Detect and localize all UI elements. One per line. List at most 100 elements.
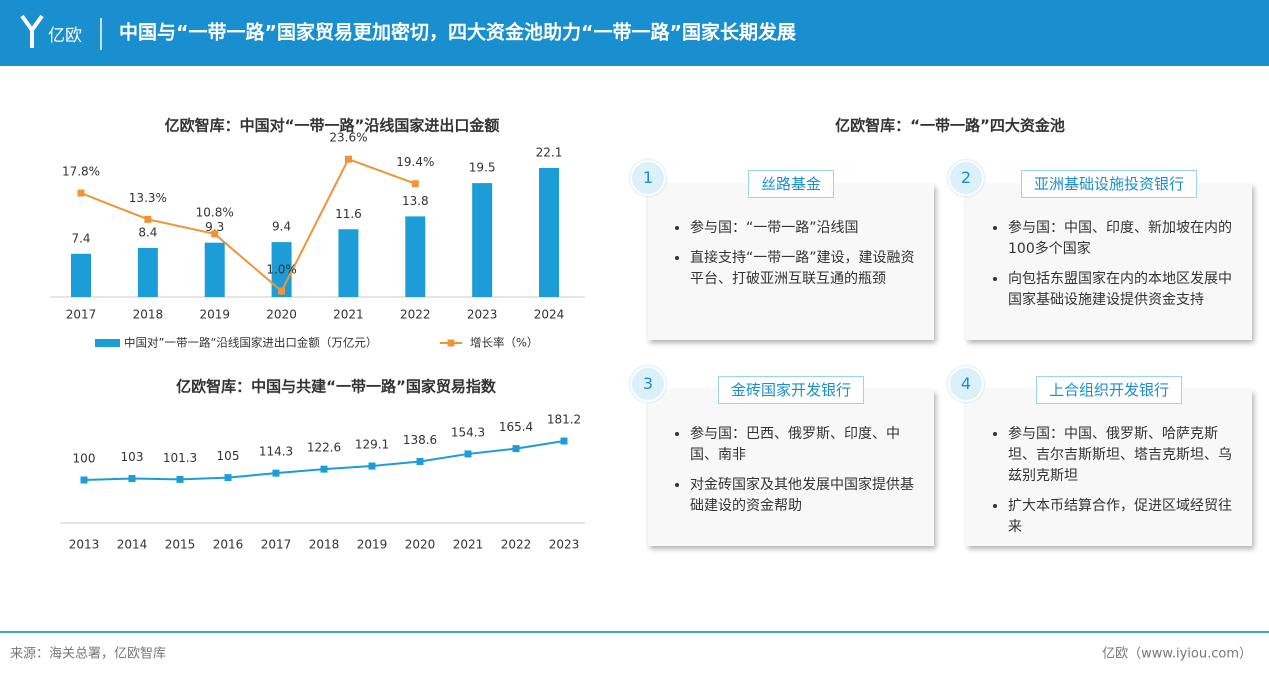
line [80, 157, 416, 293]
card-name: 金砖国家开发银行 [717, 376, 865, 404]
line-marker [344, 155, 352, 163]
card-list: 参与国：“一带一路”沿线国直接支持“一带一路”建设，建设融资平台、打破亚洲互联互… [670, 218, 918, 299]
data-label: 9.3 [205, 220, 224, 234]
card-name: 亚洲基础设施投资银行 [1020, 170, 1198, 198]
x-tick-label: 2021 [453, 538, 484, 552]
line-marker [224, 474, 232, 482]
data-label: 181.2 [547, 413, 581, 427]
bar [472, 183, 493, 297]
x-tick-label: 2022 [501, 538, 532, 552]
line-marker [368, 462, 376, 470]
line-marker [560, 437, 568, 445]
bar [137, 247, 158, 297]
panel-title: 亿欧智库：“一带一路”四大资金池 [835, 117, 1065, 135]
x-tick-label: 2017 [66, 308, 97, 322]
data-label: 105 [217, 449, 240, 463]
data-label: 10.8% [196, 205, 234, 219]
card-list: 参与国：中国、印度、新加坡在内的100多个国家向包括东盟国家在内的本地区发展中国… [988, 218, 1236, 320]
x-tick-label: 2018 [133, 308, 164, 322]
data-label: 13.8 [402, 194, 429, 208]
x-tick-label: 2019 [199, 308, 230, 322]
data-label: 100 [73, 452, 96, 466]
card-item: 参与国：巴西、俄罗斯、印度、中国、南非 [690, 424, 918, 466]
line-marker [211, 230, 219, 238]
data-label: 101.3 [163, 451, 197, 465]
legend-swatch [447, 339, 455, 347]
line-marker [411, 180, 419, 188]
line-marker [80, 476, 88, 484]
data-label: 9.4 [272, 220, 291, 234]
header-bar [0, 0, 1269, 66]
data-label: 154.3 [451, 425, 485, 439]
data-label: 165.4 [499, 420, 533, 434]
x-tick-label: 2019 [357, 538, 388, 552]
logo-text: 亿欧 [48, 26, 82, 46]
x-tick-label: 2013 [69, 538, 100, 552]
x-tick-label: 2014 [117, 538, 148, 552]
x-tick-label: 2015 [165, 538, 196, 552]
x-tick-label: 2022 [400, 308, 431, 322]
legend-label: 中国对”一带一路“沿线国家进出口金额（万亿元） [124, 336, 377, 350]
line-marker [128, 475, 136, 483]
bar [405, 216, 426, 297]
x-tick-label: 2023 [549, 538, 580, 552]
x-tick-label: 2020 [405, 538, 436, 552]
data-label: 8.4 [138, 225, 157, 239]
bar [71, 253, 91, 297]
data-label: 11.6 [335, 207, 362, 221]
card-item: 直接支持“一带一路”建设，建设融资平台、打破亚洲互联互通的瓶颈 [690, 248, 918, 290]
data-label: 7.4 [71, 231, 90, 245]
card-item: 对金砖国家及其他发展中国家提供基础建设的资金帮助 [690, 475, 918, 517]
x-tick-label: 2016 [213, 538, 244, 552]
data-label: 122.6 [307, 441, 341, 455]
card-list: 参与国：巴西、俄罗斯、印度、中国、南非对金砖国家及其他发展中国家提供基础建设的资… [670, 424, 918, 526]
card: 金砖国家开发银行参与国：巴西、俄罗斯、印度、中国、南非对金砖国家及其他发展中国家… [648, 376, 934, 546]
data-label: 1.0% [266, 263, 297, 277]
line-marker [512, 445, 520, 453]
line-marker [278, 287, 286, 295]
x-tick-label: 2020 [266, 308, 297, 322]
line-marker [176, 475, 184, 483]
x-tick-label: 2018 [309, 538, 340, 552]
chart-title: 亿欧智库：中国对“一带一路”沿线国家进出口金额 [165, 117, 500, 135]
x-tick-label: 2017 [261, 538, 292, 552]
card-list: 参与国：中国、俄罗斯、哈萨克斯坦、吉尔吉斯斯坦、塔吉克斯坦、乌兹别克斯坦扩大本币… [988, 424, 1236, 547]
card-number: 3 [630, 366, 666, 402]
card: 亚洲基础设施投资银行参与国：中国、印度、新加坡在内的100多个国家向包括东盟国家… [966, 170, 1252, 340]
data-label: 13.3% [129, 191, 167, 205]
line-marker [144, 215, 152, 223]
x-tick-label: 2023 [467, 308, 498, 322]
card-item: 参与国：“一带一路”沿线国 [690, 218, 918, 239]
card-number: 1 [630, 160, 666, 196]
card: 丝路基金参与国：“一带一路”沿线国直接支持“一带一路”建设，建设融资平台、打破亚… [648, 170, 934, 340]
footer-brand: 亿欧（www.iyiou.com） [1102, 647, 1252, 662]
card-number: 4 [948, 366, 984, 402]
line-marker [77, 189, 85, 197]
data-label: 19.4% [396, 155, 434, 169]
data-label: 19.5 [469, 161, 496, 175]
line-marker [464, 450, 472, 458]
legend-label: 增长率（%） [470, 336, 538, 350]
x-tick-label: 2021 [333, 308, 364, 322]
card-item: 参与国：中国、俄罗斯、哈萨克斯坦、吉尔吉斯斯坦、塔吉克斯坦、乌兹别克斯坦 [1008, 424, 1236, 487]
data-label: 138.6 [403, 433, 437, 447]
data-label: 17.8% [62, 165, 100, 179]
data-label: 22.1 [536, 145, 563, 159]
data-label: 103 [121, 450, 144, 464]
footer-source: 来源：海关总署，亿欧智库 [10, 646, 166, 662]
card-item: 扩大本币结算合作，促进区域经贸往来 [1008, 496, 1236, 538]
line-marker [416, 457, 424, 465]
legend-swatch [95, 339, 120, 347]
card-item: 参与国：中国、印度、新加坡在内的100多个国家 [1008, 218, 1236, 260]
bar [539, 167, 560, 297]
bar [204, 242, 225, 297]
header-title: 中国与“一带一路”国家贸易更加密切，四大资金池助力“一带一路”国家长期发展 [119, 21, 796, 44]
card-item: 向包括东盟国家在内的本地区发展中国家基础设施建设提供资金支持 [1008, 269, 1236, 311]
x-tick-label: 2024 [534, 308, 565, 322]
data-label: 23.6% [329, 131, 367, 145]
data-label: 114.3 [259, 445, 293, 459]
logo-icon [20, 14, 44, 48]
card-number: 2 [948, 160, 984, 196]
